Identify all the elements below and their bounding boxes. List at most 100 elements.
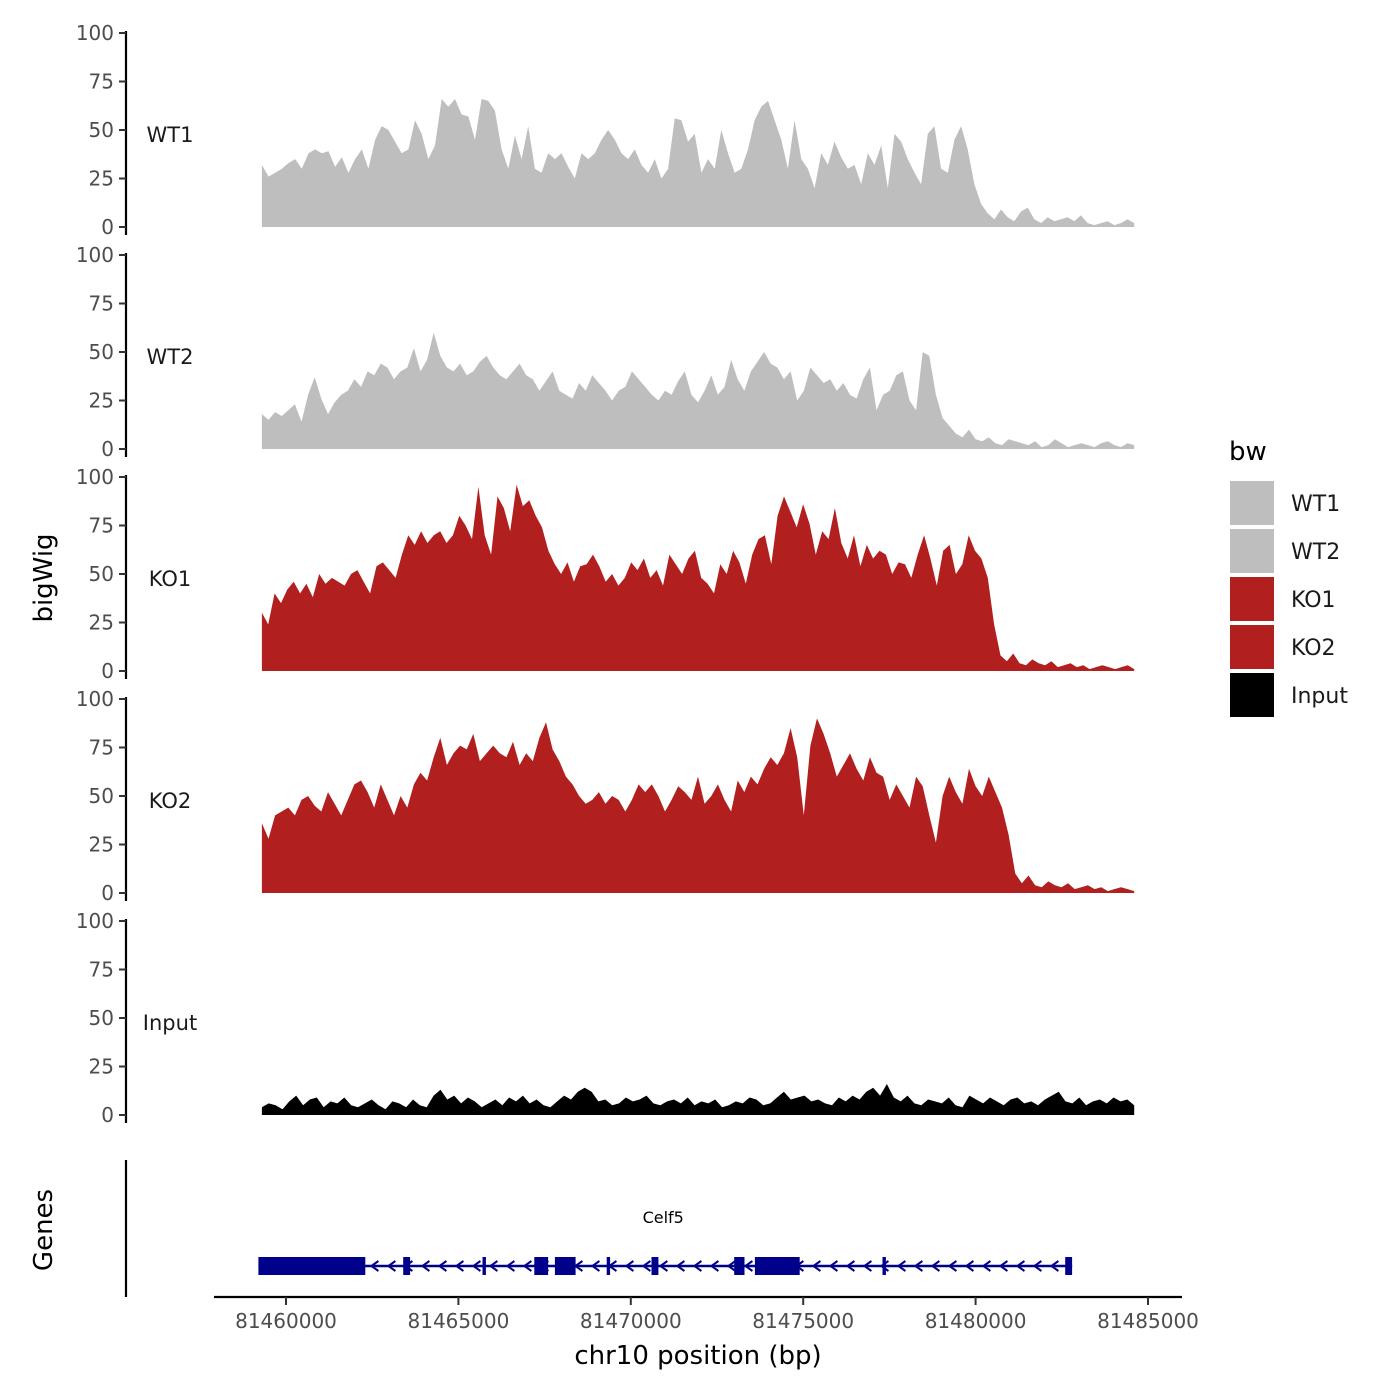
track-wt1: 0 25 50 75 100 WT1: [76, 21, 1135, 239]
gene-exon: [754, 1257, 800, 1275]
gene-strand-arrow: [624, 1260, 634, 1272]
x-tick-label: 81470000: [580, 1309, 682, 1333]
y-tick-label: 100: [76, 243, 114, 267]
x-axis: 81460000 81465000 81470000 81475000 81480000…: [214, 1295, 1199, 1333]
y-tick-label: 50: [89, 562, 114, 586]
y-tick-label: 75: [89, 70, 114, 94]
legend-label-wt2: WT2: [1291, 540, 1340, 565]
gene-label: Celf5: [643, 1208, 684, 1227]
gene-exon: [734, 1257, 745, 1275]
y-tick-label: 100: [76, 687, 114, 711]
legend-key-ko2: [1228, 623, 1276, 671]
y-tick-label: 50: [89, 118, 114, 142]
gene-strand-arrow: [1032, 1260, 1043, 1272]
gene-strand-arrow: [998, 1260, 1009, 1272]
y-tick-label: 75: [89, 514, 114, 538]
gene-strand-arrow: [488, 1260, 498, 1272]
gene-strand-arrow: [1015, 1260, 1026, 1272]
y-tick-label: 0: [101, 659, 114, 683]
gene-strand-arrow: [420, 1260, 430, 1272]
track-wt2: 0 25 50 75 100 WT2: [76, 243, 1135, 461]
genes-axis-title: Genes: [29, 1189, 59, 1271]
gene-strand-arrow: [658, 1260, 668, 1272]
gene-strand-arrow: [879, 1260, 889, 1272]
gene-strand-arrow: [947, 1260, 957, 1272]
gene-strand-arrow: [437, 1260, 447, 1272]
genes-panel: Celf5: [124, 1160, 1073, 1297]
gene-strand-arrow: [811, 1260, 821, 1272]
area-wt2: [261, 332, 1135, 449]
legend-key-ko1: [1228, 575, 1276, 623]
gene-strand-arrow: [896, 1260, 906, 1272]
x-tick-label: 81485000: [1097, 1309, 1199, 1333]
signal-tracks: 0 25 50 75 100 WT1 0 25 50 75 100 WT2 0 25 50 75 100 KO1 0…: [76, 21, 1135, 1127]
y-tick-label: 50: [89, 784, 114, 808]
x-tick-label: 81460000: [235, 1309, 337, 1333]
gene-exon: [651, 1257, 659, 1275]
legend-label-ko2: KO2: [1291, 636, 1336, 661]
gene-strand-arrow: [709, 1260, 719, 1272]
gene-strand-arrow: [505, 1260, 515, 1272]
legend-label-ko1: KO1: [1291, 588, 1336, 613]
track-label-input: Input: [143, 1011, 197, 1035]
legend-key-input: [1228, 671, 1276, 719]
y-tick-label: 50: [89, 1006, 114, 1030]
legend-title: bw: [1229, 437, 1267, 467]
area-ko1: [261, 484, 1135, 671]
gene-strand-arrow: [692, 1260, 702, 1272]
gene-strand-arrow: [845, 1260, 855, 1272]
x-tick-label: 81480000: [925, 1309, 1027, 1333]
gene-exon: [606, 1257, 611, 1275]
x-tick-label: 81475000: [752, 1309, 854, 1333]
gene-exon: [534, 1257, 549, 1275]
legend-label-input: Input: [1291, 684, 1348, 709]
gene-exon: [1065, 1257, 1073, 1275]
area-wt1: [261, 99, 1135, 227]
legend-key-wt2: [1228, 527, 1276, 575]
x-tick-label: 81465000: [408, 1309, 510, 1333]
gene-strand-arrow: [522, 1260, 532, 1272]
area-input: [261, 1084, 1135, 1115]
track-ko2: 0 25 50 75 100 KO2: [76, 687, 1135, 905]
gene-strand-arrow: [964, 1260, 974, 1272]
gene-strand-arrow: [913, 1260, 923, 1272]
gene-exon: [258, 1257, 366, 1275]
gene-strand-arrow: [981, 1260, 991, 1272]
gene-exon: [403, 1257, 411, 1275]
gene-strand-arrow: [641, 1260, 651, 1272]
gene-strand-arrow: [590, 1260, 600, 1272]
gene-strand-arrow: [454, 1260, 464, 1272]
y-tick-label: 50: [89, 340, 114, 364]
legend-label-wt1: WT1: [1291, 492, 1340, 517]
y-tick-label: 0: [101, 1103, 114, 1127]
gene-strand-arrow: [675, 1260, 685, 1272]
y-tick-label: 0: [101, 437, 114, 461]
track-label-wt1: WT1: [147, 123, 194, 147]
gene-strand-arrow: [743, 1260, 753, 1272]
legend: bw WT1 WT2 KO1 KO2 Input: [1228, 437, 1348, 719]
gene-strand-arrow: [862, 1260, 872, 1272]
gene-strand-arrow: [1049, 1260, 1060, 1272]
gene-strand-arrow: [386, 1260, 396, 1272]
gene-strand-arrow: [828, 1260, 838, 1272]
y-tick-label: 25: [89, 833, 114, 857]
y-tick-label: 75: [89, 958, 114, 982]
gene-exon: [482, 1257, 486, 1275]
track-label-wt2: WT2: [147, 345, 194, 369]
y-tick-label: 100: [76, 21, 114, 45]
y-tick-label: 0: [101, 881, 114, 905]
track-input: 0 25 50 75 100 Input: [76, 909, 1135, 1127]
y-tick-label: 75: [89, 736, 114, 760]
y-tick-label: 25: [89, 611, 114, 635]
gene-strand-arrow: [471, 1260, 481, 1272]
y-tick-label: 100: [76, 909, 114, 933]
legend-key-wt1: [1228, 479, 1276, 527]
track-label-ko2: KO2: [149, 789, 192, 813]
gene-strand-arrow: [726, 1260, 736, 1272]
gene-exon: [882, 1257, 886, 1275]
y-tick-label: 25: [89, 389, 114, 413]
track-label-ko1: KO1: [149, 567, 192, 591]
y-tick-label: 0: [101, 215, 114, 239]
y-axis-title: bigWig: [29, 533, 59, 622]
